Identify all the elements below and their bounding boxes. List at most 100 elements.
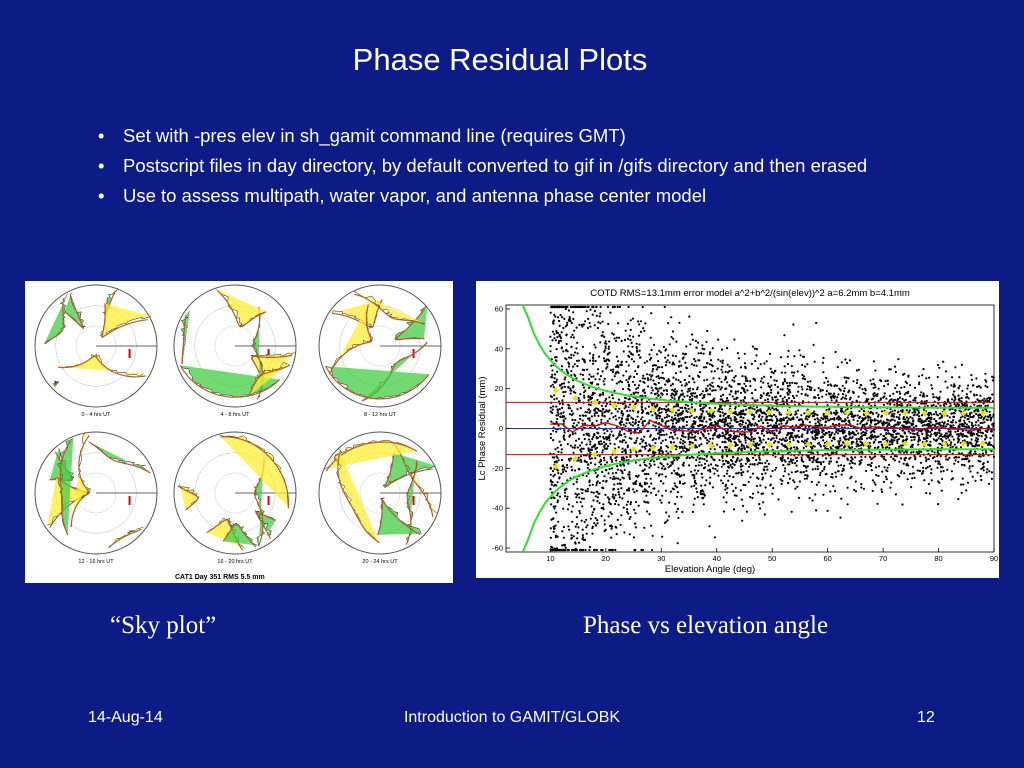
data-point [563,438,566,441]
data-point [574,492,577,495]
data-point [631,345,634,348]
data-point [965,396,968,399]
data-point [773,426,776,429]
data-point [676,413,679,416]
data-point [782,381,785,384]
data-point [618,493,621,496]
data-point [594,346,597,349]
data-point [599,375,602,378]
data-point [953,443,956,446]
data-point [861,442,864,445]
data-point [581,492,584,495]
data-point [597,414,600,417]
data-point [619,440,622,443]
data-point [696,490,699,493]
data-point [757,420,760,423]
data-point [579,414,582,417]
data-point [958,423,961,426]
data-point [779,356,783,359]
data-point [838,422,841,425]
data-point [973,394,976,397]
data-point [575,326,578,329]
data-point [661,420,664,423]
data-point [786,447,789,451]
data-point [718,434,721,437]
data-point [684,450,687,453]
data-point [859,444,862,447]
data-point [559,384,562,387]
data-point [845,376,848,379]
elevation-chart-svg: COTD RMS=13.1mm error model a^2+b^2/(sin… [477,288,998,575]
data-point [986,397,989,400]
data-point [862,430,865,433]
data-point [551,305,554,309]
data-point [574,351,577,354]
data-point [992,455,996,458]
data-point [667,452,670,455]
data-point [746,470,749,473]
data-point [609,476,612,479]
data-point [626,322,629,325]
data-point [651,439,654,442]
data-point [572,305,575,309]
data-point [709,429,712,432]
data-point [838,429,841,432]
data-point [564,325,567,328]
data-point [924,437,927,440]
data-point [920,400,923,403]
data-point [962,483,965,486]
data-point [781,456,784,459]
data-point [626,500,630,503]
data-point [643,388,646,391]
data-point [953,390,956,393]
data-point [577,396,580,400]
data-point [596,522,599,525]
data-point [603,447,607,450]
data-point [808,421,811,424]
data-point [718,459,721,462]
data-point [725,491,728,494]
data-point [603,437,606,440]
data-point [968,465,971,468]
data-point [633,429,636,432]
data-point [897,358,900,361]
data-point [951,398,954,401]
data-point [615,355,619,358]
data-point [705,420,708,423]
data-point [922,392,925,395]
data-point [595,436,598,439]
data-point [903,451,906,454]
data-point [571,468,574,471]
data-point [811,430,814,433]
data-point [562,536,565,539]
data-point [763,513,766,516]
data-point [746,389,749,392]
data-point [660,446,663,450]
data-point [848,359,852,362]
data-point [579,501,582,504]
data-point [872,360,875,363]
data-point [922,408,926,411]
data-point [581,534,584,537]
data-point [965,426,968,429]
data-point [784,436,788,439]
data-point [587,395,590,398]
data-point [756,463,759,466]
data-point [796,485,799,488]
data-point [910,422,913,425]
data-point [744,462,747,465]
data-point [683,395,686,398]
data-point [895,415,898,419]
data-point [755,423,758,426]
data-point [760,386,763,389]
data-point [968,459,971,462]
data-point [563,543,566,546]
data-point [645,464,648,467]
data-point [659,415,662,418]
data-point [771,407,774,410]
data-point [549,335,552,338]
data-point [721,365,724,368]
data-point [549,410,552,413]
data-point [824,416,827,420]
data-point [830,396,833,399]
